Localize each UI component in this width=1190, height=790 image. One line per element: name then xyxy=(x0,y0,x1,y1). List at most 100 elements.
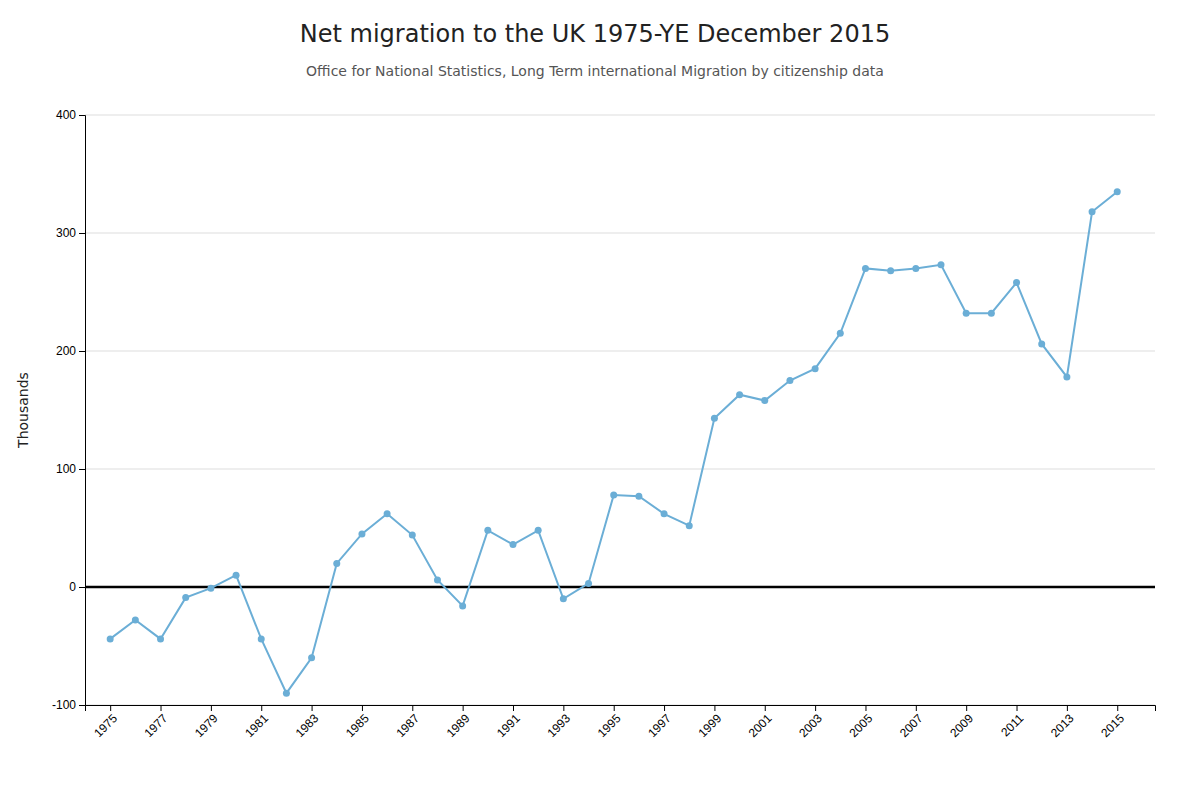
y-tick: 0 xyxy=(69,580,85,594)
point xyxy=(1013,279,1020,286)
subtitle: Office for National Statistics, Long Ter… xyxy=(306,63,884,79)
y-tick-mark xyxy=(79,587,85,588)
x-tick-mark xyxy=(563,705,564,711)
x-tick-mark xyxy=(412,705,413,711)
point xyxy=(484,527,491,534)
point xyxy=(812,365,819,372)
point xyxy=(207,585,214,592)
point xyxy=(988,310,995,317)
y-tick-mark xyxy=(79,469,85,470)
y-tick-mark xyxy=(79,705,85,706)
point xyxy=(258,635,265,642)
x-tick: 1993 xyxy=(544,705,573,740)
x-tick-label: 1985 xyxy=(343,711,372,740)
x-tick: 1995 xyxy=(595,705,624,740)
x-tick-mark xyxy=(815,705,816,711)
y-tick-mark xyxy=(79,115,85,116)
point xyxy=(736,391,743,398)
y-tick: 100 xyxy=(56,462,85,476)
x-tick-mark xyxy=(463,705,464,711)
x-tick: 2009 xyxy=(947,705,976,740)
x-tick: 2001 xyxy=(746,705,775,740)
y-tick-mark xyxy=(79,233,85,234)
x-tick: 1985 xyxy=(343,705,372,740)
point xyxy=(358,530,365,537)
x-tick-label: 2009 xyxy=(947,711,976,740)
x-tick-mark xyxy=(261,705,262,711)
x-tick-label: 1993 xyxy=(544,711,573,740)
point xyxy=(535,527,542,534)
point xyxy=(459,602,466,609)
x-tick: 1989 xyxy=(444,705,473,740)
x-tick-label: 1995 xyxy=(595,711,624,740)
grid-line xyxy=(85,469,1155,470)
x-tick: 1981 xyxy=(242,705,271,740)
grid xyxy=(85,115,1155,705)
point xyxy=(308,654,315,661)
y-tick: 400 xyxy=(56,108,85,122)
y-tick-label: -100 xyxy=(52,698,76,712)
x-tick-label: 2013 xyxy=(1048,711,1077,740)
y-tick-label: 300 xyxy=(56,226,76,240)
x-tick: 1977 xyxy=(142,705,171,740)
point xyxy=(862,265,869,272)
y-tick-label: 0 xyxy=(69,580,76,594)
x-tick-mark xyxy=(1117,705,1118,711)
point xyxy=(409,532,416,539)
point xyxy=(686,522,693,529)
x-tick-label: 1989 xyxy=(444,711,473,740)
x-tick-mark xyxy=(513,705,514,711)
y-tick: 200 xyxy=(56,344,85,358)
x-tick-mark xyxy=(211,705,212,711)
y-tick: -100 xyxy=(52,698,85,712)
point xyxy=(786,377,793,384)
x-tick: 1991 xyxy=(494,705,523,740)
x-tick-mark xyxy=(865,705,866,711)
series xyxy=(107,188,1121,697)
point xyxy=(610,491,617,498)
x-tick: 1975 xyxy=(91,705,120,740)
title: Net migration to the UK 1975-YE December… xyxy=(300,20,890,48)
point xyxy=(761,397,768,404)
point xyxy=(283,690,290,697)
x-tick-mark xyxy=(1017,705,1018,711)
point xyxy=(560,595,567,602)
x-tick: 1999 xyxy=(695,705,724,740)
x-tick-mark xyxy=(664,705,665,711)
grid-line xyxy=(85,115,1155,116)
x-tick-mark xyxy=(614,705,615,711)
point xyxy=(384,510,391,517)
x-tick-label: 1987 xyxy=(393,711,422,740)
x-tick: 1997 xyxy=(645,705,674,740)
x-tick-label: 2003 xyxy=(796,711,825,740)
point xyxy=(333,560,340,567)
y-tick-mark xyxy=(79,351,85,352)
y-tick-label: 200 xyxy=(56,344,76,358)
x-tick-mark xyxy=(966,705,967,711)
point xyxy=(107,635,114,642)
y-tick: 300 xyxy=(56,226,85,240)
point xyxy=(1089,208,1096,215)
x-tick-label: 1991 xyxy=(494,711,523,740)
y-axis: -100 0 100 200 300 400 xyxy=(52,108,86,712)
x-tick-mark xyxy=(1067,705,1068,711)
x-axis-line xyxy=(86,706,1156,712)
x-tick-label: 1983 xyxy=(293,711,322,740)
point xyxy=(1114,188,1121,195)
x-tick: 1987 xyxy=(393,705,422,740)
x-tick-label: 1999 xyxy=(695,711,724,740)
point xyxy=(182,594,189,601)
y-axis-line xyxy=(79,116,86,706)
x-tick: 2011 xyxy=(998,705,1026,739)
point xyxy=(1038,340,1045,347)
x-tick: 2015 xyxy=(1098,705,1127,740)
x-tick-label: 2001 xyxy=(746,711,775,740)
point xyxy=(635,493,642,500)
point xyxy=(837,330,844,337)
x-axis: 1975197719791981198319851987198919911993… xyxy=(86,705,1156,740)
x-tick-label: 1981 xyxy=(242,711,271,740)
x-tick-label: 1977 xyxy=(142,711,171,740)
point xyxy=(912,265,919,272)
x-tick-mark xyxy=(765,705,766,711)
point xyxy=(510,541,517,548)
